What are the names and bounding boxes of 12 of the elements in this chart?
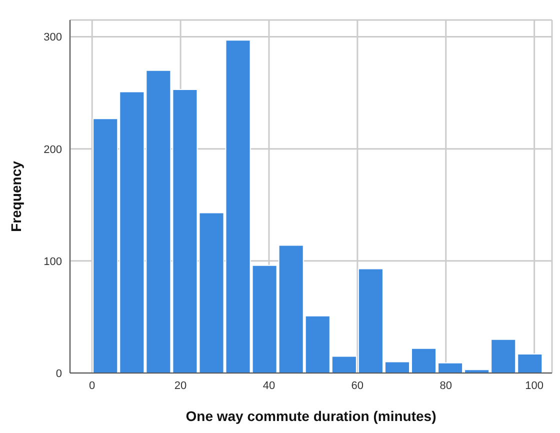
x-tick-label: 60 (351, 380, 364, 392)
y-tick-label: 200 (44, 144, 62, 156)
x-axis-title: One way commute duration (minutes) (186, 408, 436, 424)
y-axis-title: Frequency (8, 160, 24, 232)
y-tick-label: 0 (56, 368, 62, 380)
x-tick-label: 100 (525, 380, 544, 392)
y-tick-label: 100 (44, 256, 62, 268)
x-tick-label: 20 (174, 380, 187, 392)
x-tick-label: 0 (89, 380, 96, 392)
x-tick-label: 40 (262, 380, 276, 392)
x-tick-label: 80 (440, 380, 452, 392)
y-tick-label: 300 (44, 32, 62, 44)
